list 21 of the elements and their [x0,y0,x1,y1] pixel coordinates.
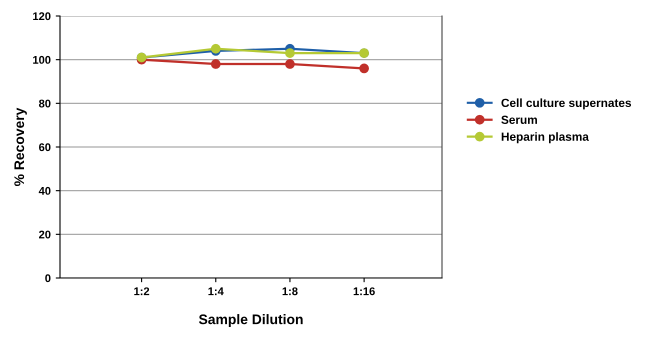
x-tick-label: 1:8 [282,287,298,296]
legend-label: Heparin plasma [502,132,589,144]
y-tick-label: 60 [39,143,51,152]
y-tick-label: 0 [45,274,51,282]
point [210,44,221,54]
legend-label: Serum [501,116,537,124]
y-axis-title: % Recovery [14,108,27,186]
y-tick-label: 20 [39,230,51,238]
y-tick-label: 40 [38,186,51,195]
legend-label: Cell culture supernates [501,98,632,110]
y-tick-label: 100 [33,56,51,64]
x-tick-label: 1:2 [134,287,150,296]
y-tick-label: 120 [33,12,51,20]
point [285,48,295,58]
point [359,64,369,74]
y-tick-label: 80 [38,100,51,108]
x-axis-title: Sample Dilution [198,314,303,327]
x-tick-label: 1:4 [208,287,224,296]
x-tick-label: 1:16 [354,287,375,296]
point [210,59,221,69]
point [285,59,295,69]
